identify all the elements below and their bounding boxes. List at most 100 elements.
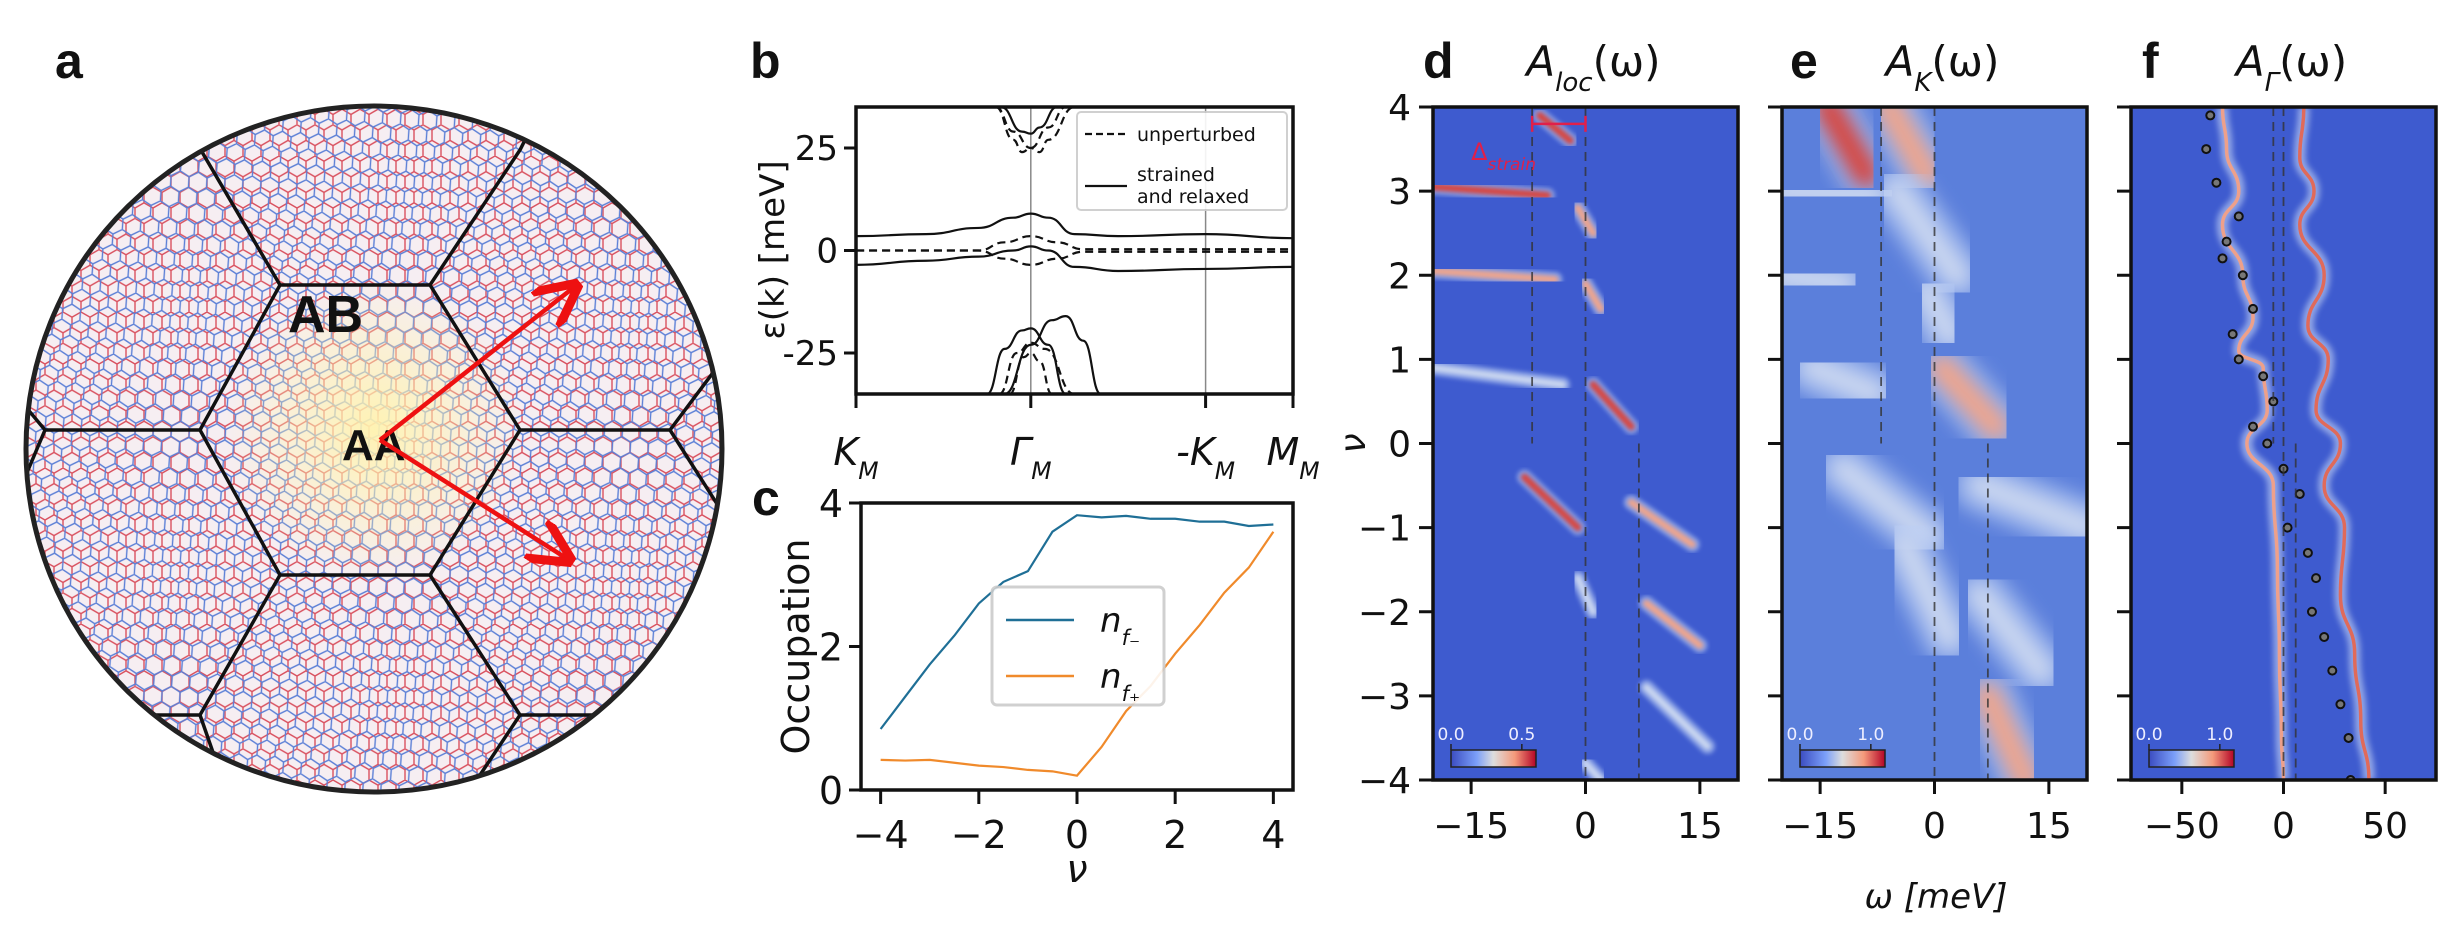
panel-a: a AB [23, 33, 725, 795]
title-d: Aloc(ω) [1523, 37, 1660, 98]
title-d-sub: loc [1555, 68, 1592, 98]
title-d-tail: (ω) [1593, 37, 1661, 86]
xtick-label-2: 0 [1065, 813, 1089, 857]
ytick-label-1: −3 [1358, 677, 1411, 718]
xtick-label-2: 50 [2362, 806, 2408, 847]
panel-letter-f: f [2142, 33, 2159, 89]
ytick-label-0: 0 [819, 769, 843, 813]
xtick-label-1: ΓM [1010, 430, 1052, 485]
dot-marker [2306, 606, 2317, 617]
delta-strain-symbol: Δ [1471, 138, 1488, 166]
feature-4 [1782, 262, 1856, 297]
dot-marker [2248, 421, 2258, 432]
delta-strain-sub: strain [1488, 155, 1536, 175]
dot-marker [2327, 665, 2338, 676]
legend-label-1: strained [1137, 164, 1215, 186]
dot-marker [2221, 236, 2232, 247]
dot-marker [2302, 547, 2313, 558]
title-e-tail: (ω) [1931, 37, 1999, 86]
feature-12 [1582, 759, 1605, 780]
xtick-label-1-main: Γ [1010, 430, 1034, 474]
feature-7 [1521, 473, 1582, 532]
xtick-label-0: −15 [1433, 806, 1509, 847]
delta-strain-label: Δstrain [1471, 138, 1536, 175]
title-d-main: A [1523, 37, 1555, 86]
xtick-label-2-sub: M [1215, 457, 1235, 485]
xtick-label-2: -KM [1176, 430, 1235, 485]
xtick-label-3-main: M [1266, 430, 1299, 474]
shared-xlabel-omega: ω [meV] [1864, 877, 2007, 917]
title-e: AK(ω) [1883, 37, 2000, 98]
dot-marker [2248, 303, 2258, 314]
ytick-label-3: −1 [1358, 509, 1411, 550]
band-line-7 [998, 341, 1075, 394]
feature-0 [1814, 107, 1879, 188]
legend-label-0-main: n [1100, 601, 1122, 641]
xtick-label-0: −15 [1782, 806, 1858, 847]
band-line-10 [1004, 314, 1102, 394]
xtick-label-3: MM [1266, 430, 1319, 485]
band-line-9 [986, 327, 1067, 394]
ytick-label-6: 2 [1388, 256, 1411, 297]
feature-4 [1582, 280, 1605, 313]
xtick-label-0-main: K [833, 430, 861, 474]
title-f-sub: Γ [2265, 68, 2282, 98]
colorbar [1450, 749, 1537, 768]
series-line-1 [880, 531, 1275, 777]
legend-label-0-sub: f₋ [1122, 625, 1141, 650]
lattice-vector-arrow-1 [378, 288, 573, 442]
band-line-4 [995, 107, 1067, 154]
dot-marker [2227, 329, 2238, 340]
panel-letter-d: d [1423, 33, 1454, 89]
title-f-main: A [2233, 37, 2265, 86]
colorbar-label-1: 1.0 [2206, 725, 2233, 745]
xtick-label-0: −50 [2144, 806, 2220, 847]
dot-marker [2294, 488, 2305, 499]
dot-marker [2335, 699, 2346, 710]
ytick-label-0: −4 [1358, 761, 1411, 802]
feature-3 [1883, 178, 1971, 289]
band-line-1 [856, 245, 1293, 273]
band-line-0 [856, 212, 1293, 240]
xtick-label-3-sub: M [1299, 457, 1319, 485]
dot-marker [2258, 371, 2269, 382]
heatmap-d [1433, 107, 1738, 780]
colorbar-label-0: 0.0 [1786, 725, 1813, 745]
colorbar-label-0: 0.0 [1437, 725, 1464, 745]
xtick-label-1: −2 [951, 813, 1007, 857]
ytick-label-8: 4 [1388, 88, 1411, 129]
xtick-label-0: KM [833, 430, 878, 485]
ytick-label-1: 2 [819, 626, 843, 670]
moire-lattice [26, 106, 722, 792]
dot-marker [2237, 270, 2248, 281]
ytick-label-2: −2 [1358, 593, 1411, 634]
label-ab: AB [288, 286, 363, 344]
dot-marker [2311, 573, 2322, 584]
xtick-label-1: 0 [1574, 806, 1597, 847]
panel-letter-b: b [750, 33, 781, 89]
band-line-6 [1000, 107, 1058, 135]
xtick-label-2-main: -K [1176, 430, 1218, 474]
xtick-label-3: 2 [1163, 813, 1187, 857]
heatmap-f [2131, 107, 2436, 780]
band-line-2 [856, 235, 1293, 252]
ylabel-d: ν [1333, 433, 1374, 453]
heatmap-e [1782, 107, 2087, 780]
dot-marker [2217, 253, 2228, 264]
xtick-label-0-sub: M [858, 457, 878, 485]
feature-1 [1875, 107, 1940, 188]
xtick-label-1-sub: M [1031, 457, 1051, 485]
ytick-label-1: 0 [816, 232, 838, 272]
panel-letter-e: e [1790, 33, 1818, 89]
legend-label-0: unperturbed [1137, 124, 1256, 146]
ytick-label-5: 1 [1388, 340, 1411, 381]
dot-marker [2262, 438, 2273, 449]
lattice-vector-arrow-2 [378, 438, 566, 558]
legend-label-1: and relaxed [1137, 186, 1249, 208]
feature-2 [1433, 267, 1559, 283]
feature-8 [1627, 498, 1696, 548]
